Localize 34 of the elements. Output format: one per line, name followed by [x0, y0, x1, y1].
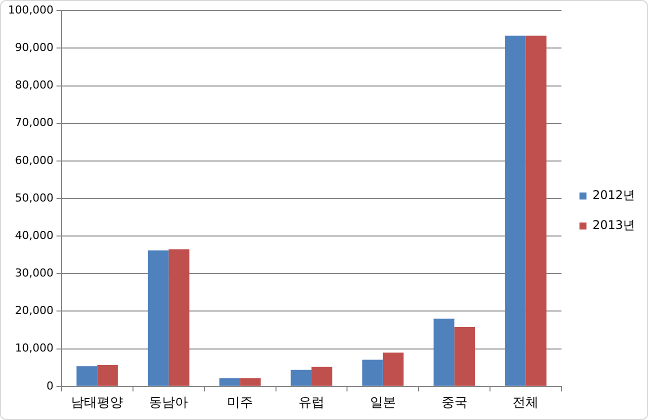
y-tick-label: 60,000 — [14, 154, 54, 167]
x-tick-label: 전체 — [512, 396, 539, 411]
x-tick-label: 미주 — [227, 396, 254, 411]
legend-label: 2012년 — [592, 188, 636, 202]
y-tick-label: 20,000 — [14, 304, 54, 318]
bar — [505, 36, 526, 386]
bar — [434, 318, 454, 386]
x-tick-label: 남태평양 — [71, 396, 124, 411]
y-tick-label: 100,000 — [8, 3, 54, 16]
legend-label: 2013년 — [592, 218, 636, 232]
y-tick-label: 50,000 — [14, 191, 54, 204]
bar — [362, 360, 383, 386]
bar — [454, 327, 476, 386]
y-tick-label: 80,000 — [14, 78, 54, 92]
x-tick-label: 유럽 — [298, 396, 324, 411]
y-tick-label: 40,000 — [14, 228, 54, 242]
bar — [526, 36, 546, 386]
bar — [290, 370, 312, 386]
bar — [311, 366, 332, 386]
x-tick-label: 중국 — [441, 396, 468, 411]
bar — [240, 378, 261, 386]
bar — [382, 352, 404, 386]
bar — [76, 366, 98, 386]
y-tick-label: 0 — [46, 379, 54, 392]
y-tick-label: 90,000 — [14, 41, 54, 54]
bar — [148, 250, 169, 386]
y-tick-label: 10,000 — [14, 342, 54, 355]
y-tick-label: 70,000 — [14, 116, 54, 130]
bar — [97, 364, 118, 386]
bar — [168, 249, 190, 386]
x-tick-label: 일본 — [370, 396, 396, 411]
y-tick-label: 30,000 — [14, 266, 54, 280]
x-tick-label: 동남아 — [149, 396, 188, 411]
bar — [219, 378, 240, 386]
